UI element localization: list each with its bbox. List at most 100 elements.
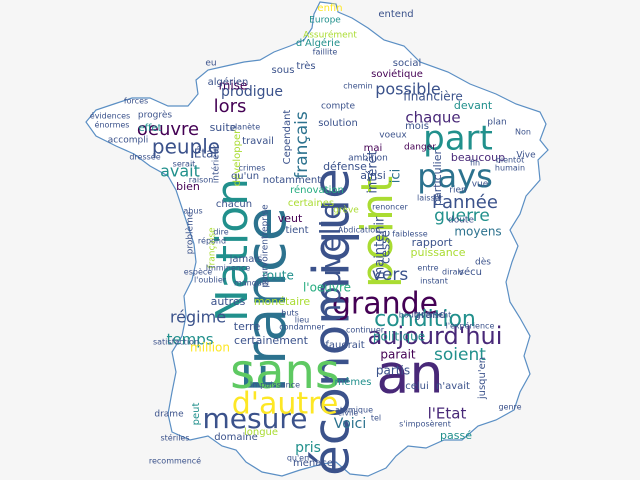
word-peut: peut [191,403,202,426]
word-pris: pris [295,440,321,456]
word-l-oublier: l'oublier [194,276,227,285]
word-sovietique: soviétique [371,68,423,80]
word-politique: politique [373,330,425,344]
word-compte: compte [321,102,355,112]
word-condition: condition [374,307,476,332]
word-possible: possible [375,80,441,99]
word-oeuvre: oeuvre [137,119,199,140]
word-crimes: crimes [239,164,266,173]
word-faiblesse: faiblesse [392,230,428,239]
word-financiere: financière [403,90,463,104]
word-devant: devant [454,99,493,112]
word-memes: mêmes [335,376,372,388]
word-domaine: domaine [214,432,258,443]
word-grande: grande [332,287,438,322]
word-d-algerie: d'Algérie [296,37,340,49]
word-eu: eu [205,59,216,69]
word-francaise: française [208,227,218,269]
word-bientot: bientôt [496,155,524,165]
word-progres: progrès [138,110,172,121]
word-interieur: intérieur [211,144,222,183]
word-vue: vue [472,180,489,190]
word-l-etat: l'Etat [428,405,467,423]
word-certaines: certaines [288,198,334,209]
word-sans: sans [230,344,340,400]
word-ambition: ambition [348,154,388,164]
word-temps: temps [166,331,213,349]
word-bien: bien [176,180,200,193]
word-puissance: puissance [411,246,466,259]
word-particulier: particulier [431,150,444,207]
word-menace: menace [293,458,333,469]
word-nation: Nation [207,178,258,322]
word-aujourd-hui: aujourd'hui [368,322,503,350]
word-genre: genre [498,403,521,412]
word-passe: passé [440,429,472,442]
word-assurement: Assurément [303,30,357,41]
word-enormes: énormes [95,120,130,130]
word-soient: soient [434,345,486,365]
word-accompli: accompli [108,136,148,146]
word-danger: danger [404,143,436,153]
word-doute: doute [448,216,474,226]
word-impuissance: Impuissance [250,381,300,390]
word-moyens: moyens [454,225,501,239]
word-solution: solution [318,118,358,129]
word-etat: État [194,146,219,161]
word-regime: régime [170,308,226,327]
word-l-oeuvre: l'oeuvre [303,281,351,295]
word-l-annee: l'année [432,192,498,213]
word-espece: espèce [184,267,212,277]
word-voeux: voeux [379,131,407,141]
word-buts: buts [281,309,298,318]
word-faillite: faillite [313,48,338,57]
word-peuple: peuple [152,135,220,159]
word-n-avait: n'avait [436,381,470,392]
word-laisser: laisser [417,194,444,203]
word-nouvelle: nouvelle [314,202,347,321]
word-maintenir: maintenir [373,216,388,279]
word-bouleversent: bouleversent [399,311,451,320]
word-europe: Europe [309,16,341,26]
word-celui: celui [405,381,429,392]
word-parait: parait [380,348,416,362]
word-tel: tel [371,414,381,423]
word-entre: entre [417,264,438,273]
word-renoncer: renoncer [372,203,408,212]
word-sous: sous [272,65,295,76]
word-cependant: Cependant [282,110,293,165]
word-atomique: atomique [335,406,373,415]
word-imminence: Imminence [206,264,251,273]
word-humain: humain [495,164,525,173]
word-vive: Vive [516,151,536,161]
word-jusqu-en: jusqu'en [477,357,488,400]
word-forces: forces [124,97,148,106]
word-des: dès [475,257,491,268]
word-condamner: condamner [279,323,325,332]
word-evidences: évidences [90,111,130,121]
word-planete: planète [230,122,260,132]
word-abdication: Abdication [338,226,380,235]
word-france: France [234,207,299,393]
word-part: part [423,119,493,159]
word-vers: vers [372,265,409,285]
word-qu-un: qu'un [231,171,259,182]
word-continuer: continuer [346,326,385,335]
word-drame: drame [154,410,184,420]
word-certainement: certainement [234,334,309,347]
word-chemin: chemin [343,82,372,91]
word-route: route [262,269,294,283]
word-vecu: vécu [458,266,482,278]
word-million: million [190,341,230,355]
word-instant: instant [420,277,448,286]
word-lieu: lieu [295,316,309,325]
word-rien: rien [449,186,466,196]
word-repond: répond [198,236,226,246]
word-suite: suite [210,121,237,134]
word-developper: développer [231,129,243,186]
word-non: Non [515,128,531,137]
word-steriles: stériles [160,433,189,443]
word-interet: intérêt [366,150,381,193]
word-tient: tient [285,225,308,236]
word-notamment: notamment [263,175,321,186]
